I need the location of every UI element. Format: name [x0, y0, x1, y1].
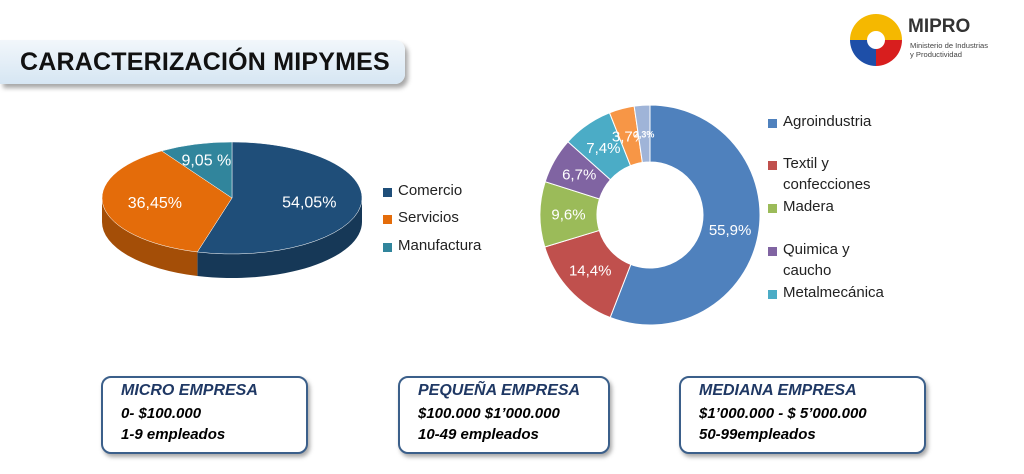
pie-side-servicios [102, 198, 198, 276]
legend-swatch-comercio [383, 188, 392, 197]
pie-slice-manufactura [161, 141, 233, 199]
legend-label-quimica-1: Quimica y [783, 241, 850, 258]
legend-swatch-textil [768, 161, 777, 170]
pequena-employees: 10-49 empleados [418, 426, 539, 443]
legend-swatch-quimica [768, 247, 777, 256]
micro-empresa-box: MICRO EMPRESA 0- $100.000 1-9 empleados [101, 376, 308, 454]
micro-range: 0- $100.000 [121, 405, 202, 422]
pequena-range: $100.000 $1’000.000 [418, 405, 560, 422]
legend-swatch-servicios [383, 215, 392, 224]
legend-textil: Textil y confecciones [768, 153, 871, 195]
legend-swatch-manufactura [383, 243, 392, 252]
pie-label-manufactura: 9,05 % [181, 152, 231, 169]
micro-employees: 1-9 empleados [121, 426, 226, 443]
pequena-title: PEQUEÑA EMPRESA [418, 382, 581, 399]
donut-label-textil: 14,4% [569, 262, 612, 279]
pie-label-comercio: 54,05% [282, 195, 336, 212]
donut-label-other: 2,3% [634, 130, 655, 140]
mediana-employees: 50-99empleados [699, 426, 816, 443]
legend-label-quimica: Quimica y caucho [783, 239, 850, 281]
legend-label-manufactura: Manufactura [398, 237, 482, 254]
page-title: CARACTERIZACIÓN MIPYMES [20, 48, 390, 76]
legend-label-textil-1: Textil y [783, 155, 829, 172]
logo-subtitle: Ministerio de Industrias y Productividad [910, 41, 988, 59]
pie-slice-comercio [196, 141, 363, 255]
donut-label-madera: 9,6% [551, 206, 585, 223]
donut-segment-agroindustria [609, 104, 761, 326]
micro-title: MICRO EMPRESA [121, 382, 258, 399]
legend-label-comercio: Comercio [398, 182, 463, 199]
legend-label-servicios: Servicios [398, 209, 459, 226]
legend-label-agroindustria: Agroindustria [783, 113, 872, 130]
legend-label-textil-2: confecciones [783, 176, 871, 193]
pie-side-comercio [197, 198, 362, 278]
legend-swatch-madera [768, 204, 777, 213]
legend-swatch-metalmecanica [768, 290, 777, 299]
legend-label-quimica-2: caucho [783, 262, 832, 279]
legend-servicios: Servicios [383, 209, 459, 228]
donut-segment-other [633, 104, 651, 164]
logo-name: MIPRO [908, 16, 971, 37]
mediana-title: MEDIANA EMPRESA [699, 382, 857, 399]
title-banner: CARACTERIZACIÓN MIPYMES [0, 40, 405, 84]
legend-madera: Madera [768, 198, 834, 217]
mediana-empresa-box: MEDIANA EMPRESA $1’000.000 - $ 5’000.000… [679, 376, 926, 454]
legend-swatch-agroindustria [768, 119, 777, 128]
legend-agroindustria: Agroindustria [768, 113, 872, 132]
legend-manufactura: Manufactura [383, 237, 482, 256]
legend-comercio: Comercio [383, 182, 463, 201]
pequena-empresa-box: PEQUEÑA EMPRESA $100.000 $1’000.000 10-4… [398, 376, 610, 454]
mediana-range: $1’000.000 - $ 5’000.000 [699, 405, 867, 422]
legend-label-metalmecanica: Metalmecánica [783, 284, 884, 301]
logo-line-2: y Productividad [910, 50, 962, 59]
mipro-logo: MIPRO Ministerio de Industrias y Product… [848, 10, 1018, 70]
logo-line-1: Ministerio de Industrias [910, 41, 989, 50]
pie-slice-servicios [101, 150, 233, 253]
donut-label-agroindustria: 55,9% [709, 222, 752, 239]
legend-metalmecanica: Metalmecánica [768, 284, 884, 303]
donut-label-metalmecanica: 7,4% [586, 140, 620, 157]
legend-quimica: Quimica y caucho [768, 239, 850, 281]
sun-logo-icon [850, 14, 902, 66]
legend-label-textil: Textil y confecciones [783, 153, 871, 195]
legend-label-madera: Madera [783, 198, 834, 215]
donut-label-quimica: 6,7% [562, 167, 596, 184]
pie-label-servicios: 36,45% [128, 195, 182, 212]
